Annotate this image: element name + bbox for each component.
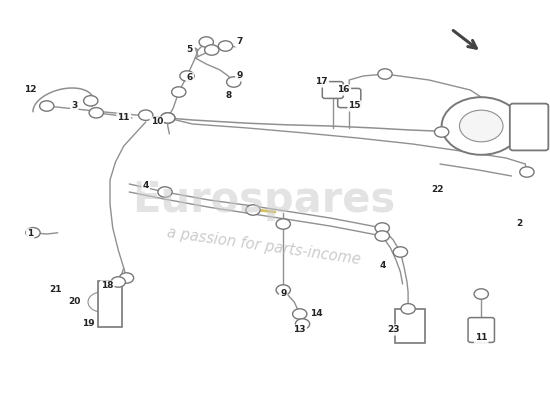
Text: 19: 19 (82, 320, 94, 328)
Text: 3: 3 (71, 102, 78, 110)
Circle shape (393, 247, 408, 257)
FancyBboxPatch shape (322, 82, 343, 98)
Circle shape (111, 277, 125, 287)
Text: 18: 18 (101, 282, 113, 290)
Text: 22: 22 (431, 186, 443, 194)
Text: 4: 4 (379, 262, 386, 270)
Text: 9: 9 (236, 72, 243, 80)
Circle shape (158, 187, 172, 197)
Circle shape (459, 110, 503, 142)
Text: 7: 7 (236, 38, 243, 46)
Text: 2: 2 (516, 220, 523, 228)
Circle shape (520, 167, 534, 177)
Text: 4: 4 (142, 182, 149, 190)
Circle shape (26, 228, 40, 238)
FancyBboxPatch shape (510, 104, 548, 150)
Circle shape (276, 285, 290, 295)
FancyBboxPatch shape (468, 318, 494, 342)
Circle shape (89, 108, 103, 118)
Text: 8: 8 (225, 92, 232, 100)
Text: 9: 9 (280, 290, 287, 298)
Circle shape (434, 127, 449, 137)
Circle shape (180, 71, 194, 81)
Circle shape (218, 41, 233, 51)
Text: 6: 6 (186, 74, 193, 82)
Text: 21: 21 (49, 286, 61, 294)
Text: 11: 11 (475, 334, 487, 342)
Circle shape (84, 96, 98, 106)
Circle shape (161, 113, 175, 123)
Circle shape (119, 273, 134, 283)
Text: 14: 14 (310, 310, 322, 318)
Circle shape (295, 319, 310, 329)
Circle shape (246, 205, 260, 215)
Text: 11: 11 (118, 114, 130, 122)
Text: Eurospares: Eurospares (133, 179, 395, 221)
Circle shape (205, 45, 219, 55)
Circle shape (227, 77, 241, 87)
Circle shape (161, 113, 175, 123)
Text: 10: 10 (151, 118, 163, 126)
Text: 12: 12 (24, 86, 36, 94)
Text: 17: 17 (316, 78, 328, 86)
Circle shape (139, 110, 153, 120)
Text: 13: 13 (294, 326, 306, 334)
Circle shape (293, 309, 307, 319)
Text: a passion for parts-income: a passion for parts-income (166, 225, 362, 267)
Circle shape (375, 223, 389, 233)
Circle shape (40, 101, 54, 111)
Circle shape (401, 304, 415, 314)
Circle shape (199, 37, 213, 47)
Bar (395, 309, 425, 343)
Circle shape (378, 69, 392, 79)
Text: 1: 1 (27, 230, 34, 238)
Circle shape (88, 292, 116, 312)
Text: 15: 15 (349, 102, 361, 110)
Bar (98, 281, 123, 327)
Text: 23: 23 (387, 326, 399, 334)
FancyBboxPatch shape (338, 88, 361, 108)
Text: 16: 16 (338, 86, 350, 94)
Circle shape (442, 97, 521, 155)
Circle shape (474, 289, 488, 299)
Text: 20: 20 (68, 298, 80, 306)
Circle shape (375, 231, 389, 241)
Circle shape (276, 219, 290, 229)
Text: 5: 5 (186, 46, 193, 54)
Circle shape (172, 87, 186, 97)
